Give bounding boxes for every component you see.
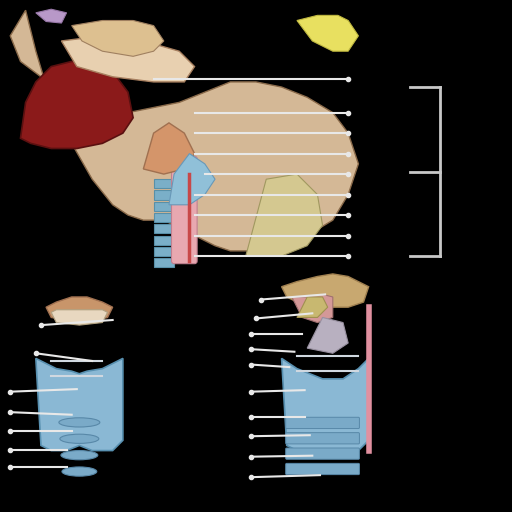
Polygon shape	[20, 61, 133, 148]
Polygon shape	[297, 15, 358, 51]
Polygon shape	[154, 179, 174, 188]
Polygon shape	[72, 20, 164, 56]
Polygon shape	[154, 224, 174, 233]
Polygon shape	[169, 154, 215, 205]
Polygon shape	[46, 297, 113, 323]
Polygon shape	[36, 358, 123, 451]
FancyBboxPatch shape	[286, 433, 359, 444]
Polygon shape	[154, 213, 174, 222]
Polygon shape	[10, 10, 358, 251]
Polygon shape	[307, 317, 348, 353]
Polygon shape	[154, 236, 174, 245]
Polygon shape	[51, 310, 108, 325]
Polygon shape	[154, 190, 174, 200]
FancyBboxPatch shape	[172, 156, 197, 264]
Polygon shape	[246, 174, 323, 256]
Polygon shape	[154, 258, 174, 267]
Ellipse shape	[62, 467, 97, 476]
Polygon shape	[154, 247, 174, 256]
Polygon shape	[36, 9, 67, 23]
Polygon shape	[154, 202, 174, 211]
Polygon shape	[143, 123, 195, 174]
FancyBboxPatch shape	[286, 417, 359, 429]
Polygon shape	[61, 36, 195, 82]
Polygon shape	[282, 358, 369, 456]
FancyBboxPatch shape	[286, 463, 359, 475]
Polygon shape	[282, 274, 369, 307]
Ellipse shape	[61, 451, 98, 460]
Ellipse shape	[60, 434, 99, 443]
Ellipse shape	[59, 418, 100, 427]
Polygon shape	[292, 294, 333, 323]
FancyBboxPatch shape	[286, 448, 359, 459]
Polygon shape	[297, 297, 328, 317]
